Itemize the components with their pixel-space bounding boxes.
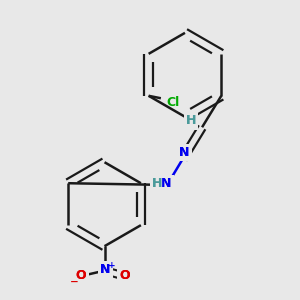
Text: N: N [161,177,172,190]
Text: N: N [100,263,110,276]
Text: H: H [152,177,163,190]
Text: O: O [76,269,86,282]
Text: +: + [108,260,116,269]
Text: Cl: Cl [167,96,180,109]
Text: H: H [186,115,196,128]
Text: H: H [186,115,196,128]
Text: O: O [119,269,130,282]
Text: N: N [179,146,189,159]
Text: N: N [179,146,189,159]
Text: O: O [119,269,130,282]
Text: O: O [76,269,86,282]
Text: −: − [70,277,79,287]
Text: H: H [152,177,163,190]
Text: N: N [100,263,110,276]
Text: N: N [161,177,172,190]
